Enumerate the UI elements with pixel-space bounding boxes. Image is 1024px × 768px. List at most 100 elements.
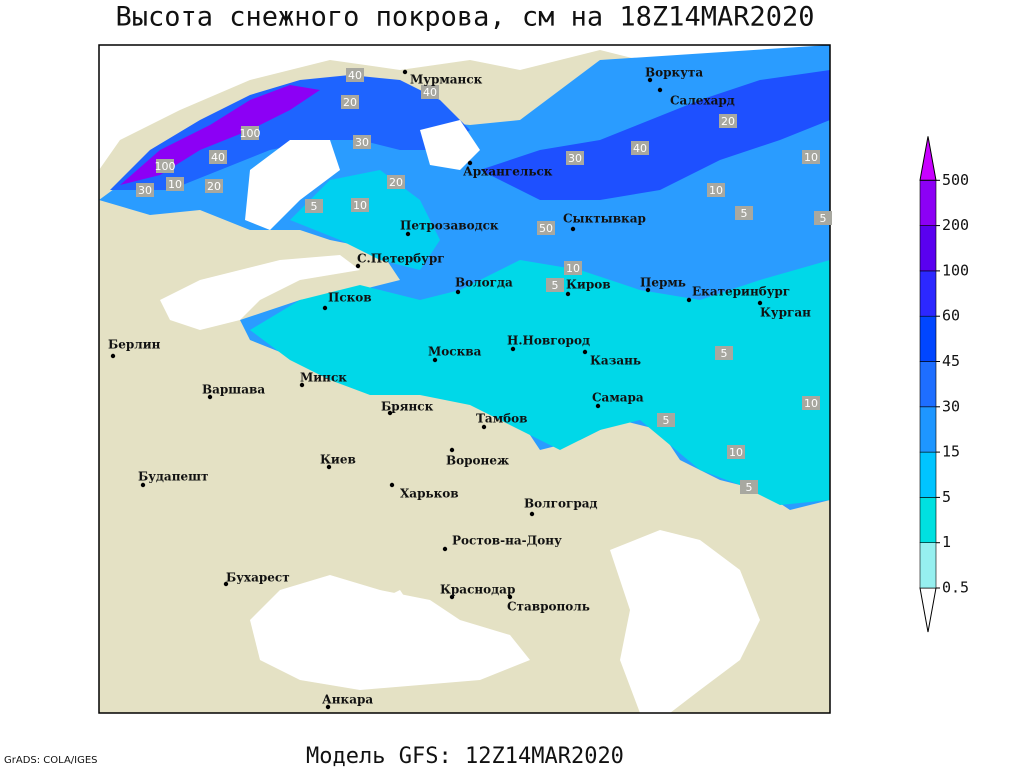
city-label: Сыктывкар: [563, 212, 646, 226]
city-label: Варшава: [202, 383, 265, 397]
city-label: Архангельск: [463, 165, 553, 179]
contour-label-box: [166, 177, 184, 191]
city-label: С.Петербург: [357, 252, 445, 266]
city-dot: [402, 69, 408, 75]
city-dot: [449, 594, 455, 600]
colorbar-label: 60: [942, 307, 960, 325]
contour-label-box: [305, 199, 323, 213]
city-dot: [449, 447, 455, 453]
colorbar-label: 1: [942, 533, 951, 551]
city-dot: [565, 291, 571, 297]
city-dot: [387, 410, 393, 416]
contour-label-box: [814, 211, 832, 225]
contour-label-box: [719, 114, 737, 128]
city-dot: [510, 346, 516, 352]
contour-label: 5: [663, 414, 670, 427]
contour-label-box: [715, 346, 733, 360]
colorbar-label: 100: [942, 261, 969, 279]
subtitle: Модель GFS: 12Z14MAR2020: [306, 744, 624, 768]
city-label: Пермь: [640, 276, 686, 290]
snow-45: [110, 75, 470, 190]
contour-label: 5: [552, 279, 559, 292]
contour-label-box: [802, 150, 820, 164]
city-dot: [207, 394, 213, 400]
city-label: Псков: [328, 291, 372, 305]
city-label: Петрозаводск: [400, 219, 499, 233]
city-dot: [299, 382, 305, 388]
contour-label-box: [209, 150, 227, 164]
city-label: Н.Новгород: [507, 334, 590, 348]
contour-label-box: [727, 445, 745, 459]
city-label: Харьков: [400, 487, 459, 501]
city-label: Бухарест: [226, 571, 290, 585]
contour-label: 20: [207, 180, 221, 193]
contour-label-box: [740, 480, 758, 494]
contour-label: 10: [729, 446, 743, 459]
contour-label-box: [802, 396, 820, 410]
city-label: Курган: [760, 306, 811, 320]
colorbar-label: 0.5: [942, 579, 969, 597]
title: Высота снежного покрова, см на 18Z14MAR2…: [116, 2, 815, 33]
colorbar-segment: [919, 451, 937, 498]
city-label: Тамбов: [476, 412, 527, 426]
city-dot: [140, 482, 146, 488]
contour-label: 10: [709, 184, 723, 197]
contour-label: 10: [353, 199, 367, 212]
city-dot: [389, 482, 395, 488]
contour-label: 5: [721, 347, 728, 360]
city-dot: [570, 226, 576, 232]
city-dot: [326, 464, 332, 470]
city-label: Воронеж: [446, 454, 509, 468]
city-label: Киров: [566, 278, 611, 292]
contour-label: 30: [568, 152, 582, 165]
city-dot: [647, 77, 653, 83]
contour-label-box: [156, 159, 174, 173]
city-dot: [481, 424, 487, 430]
city-label: Мурманск: [410, 73, 483, 87]
contour-label: 30: [355, 136, 369, 149]
city-dot: [322, 305, 328, 311]
contour-label: 20: [389, 176, 403, 189]
contour-label: 30: [138, 184, 152, 197]
contour-label: 50: [539, 222, 553, 235]
contour-label-box: [564, 261, 582, 275]
contour-label: 40: [423, 86, 437, 99]
contour-label: 20: [721, 115, 735, 128]
contour-label: 40: [211, 151, 225, 164]
city-dot: [645, 287, 651, 293]
city-label: Вологда: [455, 276, 513, 290]
contour-label-box: [387, 175, 405, 189]
contour-label-box: [353, 135, 371, 149]
white-sea: [420, 120, 480, 170]
city-dot: [467, 160, 473, 166]
contour-label: 5: [311, 200, 318, 213]
city-dot: [529, 511, 535, 517]
city-dot: [582, 349, 588, 355]
city-label: Казань: [590, 354, 641, 368]
contour-label-box: [351, 198, 369, 212]
contour-label-box: [707, 183, 725, 197]
contour-label-box: [341, 95, 359, 109]
city-dot: [507, 594, 513, 600]
caspian-sea: [610, 530, 760, 713]
city-dot: [355, 263, 361, 269]
city-label: Салехард: [670, 94, 735, 108]
cities: Мурманск Воркута Салехард Архангельск Петроз…: [108, 66, 811, 710]
contour-label: 10: [804, 151, 818, 164]
map-frame: [98, 44, 831, 714]
city-label: Берлин: [108, 338, 161, 352]
city-dot: [595, 403, 601, 409]
contour-label-box: [346, 68, 364, 82]
colorbar-low-triangle: [919, 587, 937, 633]
contour-label: 5: [746, 481, 753, 494]
map: [98, 44, 831, 714]
credit: GrADS: COLA/IGES: [4, 755, 98, 766]
contour-label: 100: [155, 160, 176, 173]
city-label: Краснодар: [440, 583, 515, 597]
contour-label-box: [566, 151, 584, 165]
city-dot: [442, 546, 448, 552]
contour-label-box: [537, 221, 555, 235]
